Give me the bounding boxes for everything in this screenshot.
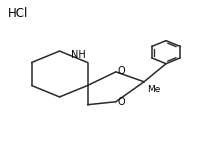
Text: O: O [117,66,125,76]
Text: HCl: HCl [8,7,29,20]
Text: NH: NH [71,50,86,60]
Text: Me: Me [147,85,160,94]
Text: O: O [117,98,125,107]
